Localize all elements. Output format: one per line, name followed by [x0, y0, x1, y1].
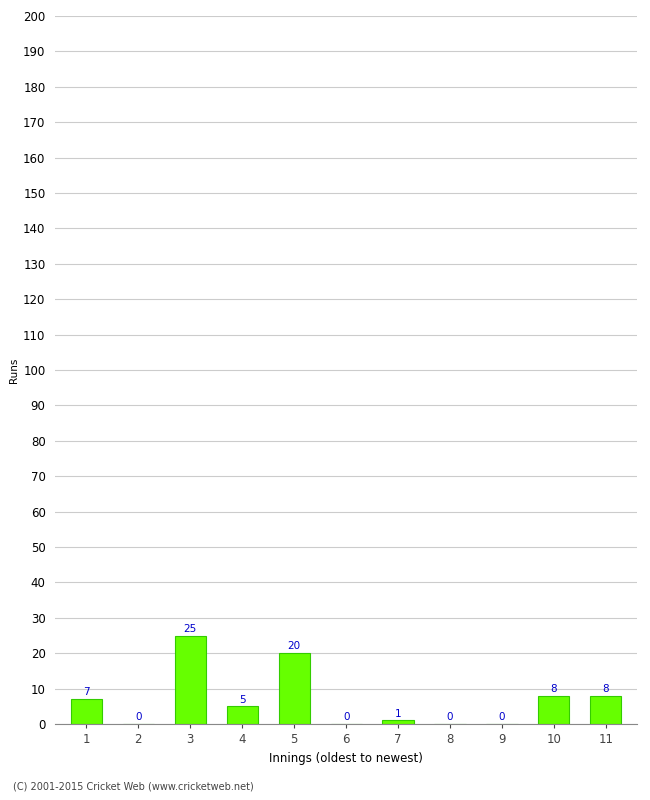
Bar — [175, 635, 206, 724]
Text: 8: 8 — [603, 684, 609, 694]
Bar — [71, 699, 102, 724]
Text: 0: 0 — [135, 712, 142, 722]
Bar — [382, 721, 413, 724]
Bar — [538, 696, 569, 724]
Y-axis label: Runs: Runs — [9, 358, 19, 382]
X-axis label: Innings (oldest to newest): Innings (oldest to newest) — [269, 751, 423, 765]
Text: 8: 8 — [551, 684, 557, 694]
Text: 1: 1 — [395, 709, 402, 718]
Text: 7: 7 — [83, 687, 90, 698]
Text: 0: 0 — [499, 712, 505, 722]
Text: 0: 0 — [447, 712, 453, 722]
Bar — [227, 706, 258, 724]
Text: 0: 0 — [343, 712, 350, 722]
Bar — [590, 696, 621, 724]
Text: 20: 20 — [287, 642, 301, 651]
Text: 5: 5 — [239, 694, 246, 705]
Bar — [279, 653, 310, 724]
Text: 25: 25 — [184, 624, 197, 634]
Text: (C) 2001-2015 Cricket Web (www.cricketweb.net): (C) 2001-2015 Cricket Web (www.cricketwe… — [13, 782, 254, 792]
